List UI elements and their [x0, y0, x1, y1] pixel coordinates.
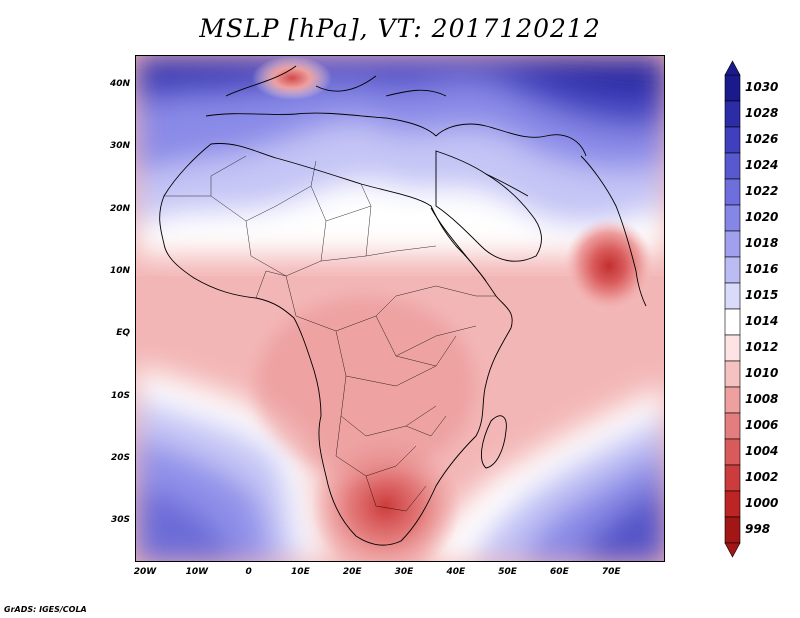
colorbar-bottom-arrow [724, 542, 741, 558]
colorbar-label: 1002 [745, 470, 779, 484]
colorbar-segment [724, 152, 741, 180]
colorbar-label: 1018 [745, 236, 779, 250]
map-panel [135, 55, 665, 562]
colorbar-segment [724, 230, 741, 258]
colorbar-label: 1020 [745, 210, 779, 224]
southern-high-band [136, 366, 664, 561]
colorbar-segment [724, 412, 741, 440]
mediterranean-low [252, 56, 332, 100]
colorbar-label: 1024 [745, 158, 779, 172]
colorbar-segment [724, 490, 741, 518]
colorbar-segment [724, 178, 741, 206]
lon-tick-label: 20W [133, 567, 157, 577]
colorbar-segment [724, 204, 741, 232]
mslp-map [136, 56, 664, 561]
lon-tick-label: 40E [446, 567, 466, 577]
colorbar-label: 1012 [745, 340, 779, 354]
lon-tick-label: 10E [291, 567, 310, 577]
lon-tick-label: 70E [601, 567, 621, 577]
colorbar-label: 1015 [745, 288, 779, 302]
colorbar-segment [724, 386, 741, 414]
colorbar-segment [724, 308, 741, 336]
colorbar-label: 1008 [745, 392, 779, 406]
colorbar-segment [724, 516, 741, 544]
colorbar-segment [724, 464, 741, 492]
colorbar-label: 1000 [745, 496, 779, 510]
lon-tick-label: 0 [245, 567, 252, 577]
colorbar-label: 1004 [745, 444, 779, 458]
colorbar-label: 998 [745, 522, 771, 536]
colorbar-segment [724, 256, 741, 284]
lon-tick-label: 60E [550, 567, 569, 577]
colorbar-label: 1006 [745, 418, 779, 432]
colorbar-label: 1022 [745, 184, 779, 198]
colorbar-segment [724, 100, 741, 128]
colorbar-segment [724, 282, 741, 310]
colorbar-label: 1010 [745, 366, 779, 380]
chart-title: MSLP [hPa], VT: 2017120212 [199, 14, 601, 43]
colorbar-segment [724, 74, 741, 102]
lat-tick-label: 30N [109, 141, 130, 152]
lon-tick-label: 10W [185, 567, 209, 577]
lat-tick-label: 10N [109, 265, 130, 276]
colorbar-label: 1030 [745, 80, 779, 94]
coastlines [159, 65, 647, 546]
colorbar-label: 1026 [745, 132, 779, 146]
lat-tick-label: 10S [110, 390, 130, 401]
lon-tick-label: 30E [394, 567, 414, 577]
colorbar-label: 1016 [745, 262, 779, 276]
lat-tick-label: 20N [109, 203, 130, 214]
colorbar-segment [724, 126, 741, 154]
lat-tick-label: 40N [109, 79, 130, 89]
colorbar-label: 1014 [745, 314, 779, 328]
colorbar-segment [724, 360, 741, 388]
colorbar-label: 1028 [745, 106, 779, 120]
colorbar-segment [724, 438, 741, 466]
colorbar-top-arrow [724, 60, 741, 76]
lat-tick-label: EQ [116, 328, 130, 339]
lon-tick-label: 50E [498, 567, 517, 577]
lat-tick-label: 30S [110, 515, 130, 526]
lon-tick-label: 20E [342, 567, 362, 577]
lat-tick-label: 20S [110, 452, 130, 463]
credit-text: GrADS: IGES/COLA [4, 605, 87, 614]
colorbar-segment [724, 334, 741, 362]
country-borders [164, 155, 496, 512]
arabian-sea-low [564, 218, 654, 314]
central-africa-trough [256, 296, 476, 476]
